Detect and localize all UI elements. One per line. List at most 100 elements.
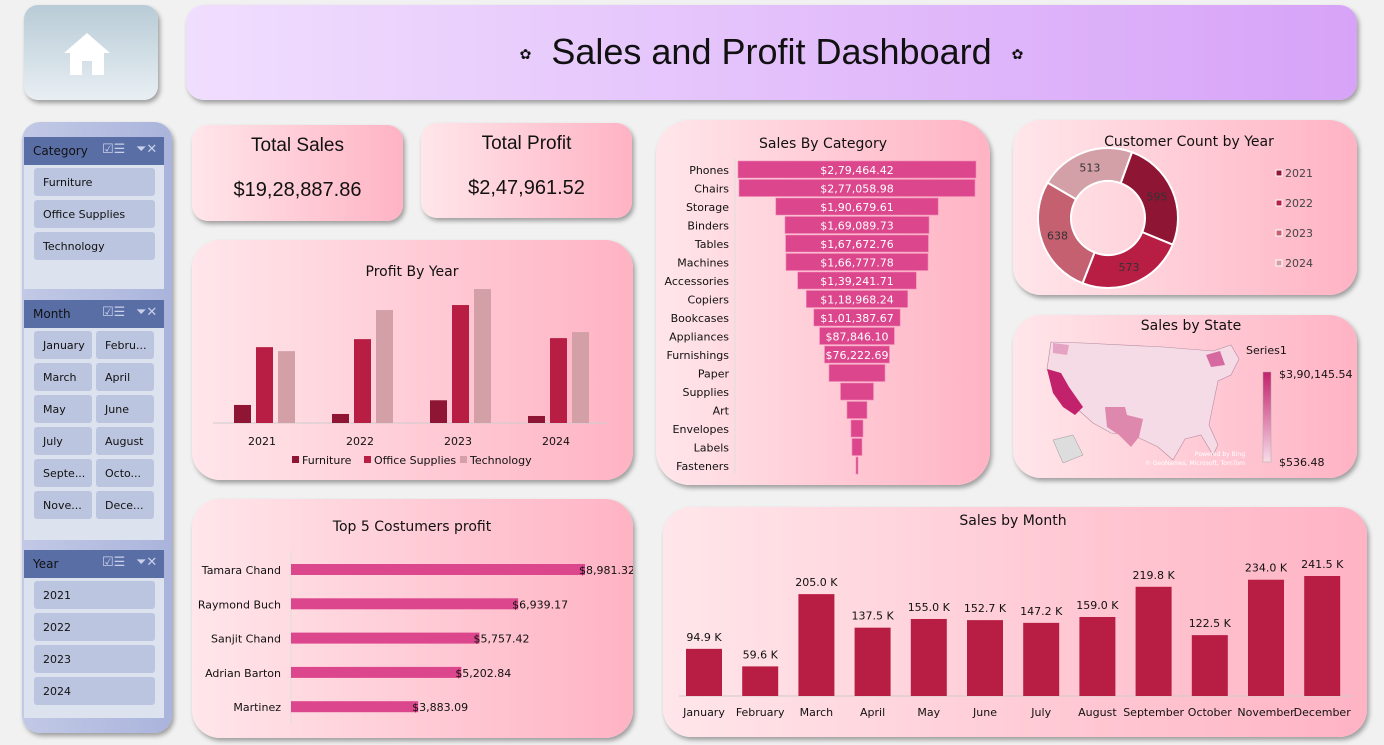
multi-select-icon[interactable]: ☑☰ <box>102 555 126 570</box>
data-label: $5,757.42 <box>473 633 529 646</box>
bar <box>1304 576 1341 696</box>
slicer-item[interactable]: Febru... <box>96 331 154 359</box>
y-tick-label: Tamara Chand <box>201 564 281 577</box>
profit-by-year-card: Profit By Year 2021 2022 2023 2024 Furniture O… <box>192 240 633 480</box>
legend-swatch <box>1275 169 1283 177</box>
slicer-title: Year <box>33 557 59 571</box>
donut-slice-2021 <box>1119 150 1179 246</box>
slicer-item[interactable]: Dece... <box>96 491 154 519</box>
title-banner: ✿ Sales and Profit Dashboard ✿ <box>186 5 1357 100</box>
data-label: $1,90,679.61 <box>820 201 893 214</box>
bar-furniture <box>430 400 447 423</box>
x-tick-label: February <box>736 706 785 719</box>
total-profit-card: Total Profit $2,47,961.52 <box>421 123 632 218</box>
sales-by-state-map: Sales by State Series1 $3,90,145.54 $536.48… <box>1046 318 1352 469</box>
slicer-item[interactable]: Septe... <box>34 459 92 487</box>
legend-swatch <box>460 456 467 463</box>
bar-furniture <box>234 404 251 423</box>
map-attribution: Powered by Bing <box>1195 451 1245 458</box>
bar-technology <box>278 351 295 423</box>
data-label: 155.0 K <box>908 601 951 614</box>
slicer-item[interactable]: Furniture <box>34 168 155 196</box>
funnel-bar <box>813 308 901 327</box>
multi-select-icon[interactable]: ☑☰ <box>102 142 126 157</box>
slicer-item[interactable]: January <box>34 331 92 359</box>
multi-select-icon[interactable]: ☑☰ <box>102 305 126 320</box>
home-button[interactable] <box>24 5 158 100</box>
funnel-bar <box>850 419 864 438</box>
slicer-item[interactable]: 2023 <box>34 645 155 673</box>
bar <box>1135 586 1172 696</box>
bar <box>291 666 462 678</box>
y-tick-label: Raymond Buch <box>198 598 281 611</box>
sales-by-state-card: Sales by State Series1 $3,90,145.54 $536.48… <box>1013 315 1357 478</box>
y-tick-label: Binders <box>687 220 729 233</box>
funnel-bar <box>775 197 939 216</box>
chart-title: Top 5 Costumers profit <box>332 519 492 535</box>
slicer-item[interactable]: Nove... <box>34 491 92 519</box>
clear-filter-icon[interactable]: ⏷✕ <box>136 305 158 320</box>
legend-swatch <box>1275 199 1283 207</box>
funnel-bar <box>785 253 929 271</box>
funnel-bar <box>840 382 874 401</box>
y-tick-label: Martinez <box>233 701 281 714</box>
legend-label: 2023 <box>1285 227 1313 240</box>
x-tick-label: 2023 <box>444 435 472 448</box>
x-tick-label: November <box>1237 706 1295 719</box>
data-label: 152.7 K <box>964 602 1007 615</box>
slicer-item[interactable]: August <box>96 427 154 455</box>
x-tick-label: October <box>1188 706 1232 719</box>
slicer-item[interactable]: Octo... <box>96 459 154 487</box>
data-label: 241.5 K <box>1301 558 1344 571</box>
sales-by-month-chart: Sales by Month 94.9 K January 59.6 K Februar… <box>679 513 1353 719</box>
total-sales-label: Total Sales <box>251 135 344 156</box>
slicer-item[interactable]: 2024 <box>34 677 155 705</box>
bar <box>291 598 519 610</box>
total-profit-value: $2,47,961.52 <box>468 177 585 199</box>
slicer-item[interactable]: May <box>34 395 92 423</box>
color-scale <box>1262 371 1272 463</box>
bar <box>967 620 1003 696</box>
slicer-month: Month ☑☰ ⏷✕ January Febru... March April May Jun… <box>24 300 164 540</box>
flower-icon: ✿ <box>519 45 532 62</box>
clear-filter-icon[interactable]: ⏷✕ <box>136 142 158 157</box>
y-tick-label: Sanjit Chand <box>211 633 281 646</box>
legend-label: 2024 <box>1285 257 1313 270</box>
slicer-item[interactable]: 2022 <box>34 613 155 641</box>
sales-by-category-chart: Sales By Category Phones $2,79,464.42 Chair… <box>665 136 977 475</box>
x-tick-label: 2021 <box>248 435 276 448</box>
slicer-item[interactable]: Office Supplies <box>34 200 155 228</box>
slicer-item[interactable]: April <box>96 363 154 391</box>
chart-title: Sales by Month <box>959 513 1066 529</box>
slicer-item[interactable]: June <box>96 395 154 423</box>
slicer-item[interactable]: 2021 <box>34 581 155 609</box>
bar-technology <box>376 310 393 423</box>
legend-label: 2022 <box>1285 197 1313 210</box>
data-label: $5,202.84 <box>455 667 511 680</box>
slicer-header: Category ☑☰ ⏷✕ <box>24 137 164 165</box>
y-tick-label: Adrian Barton <box>205 667 281 680</box>
bar <box>686 648 722 696</box>
slicer-year: Year ☑☰ ⏷✕ 2021 2022 2023 2024 <box>24 550 164 718</box>
bar <box>910 618 947 696</box>
data-label: 513 <box>1079 162 1100 175</box>
slicer-category: Category ☑☰ ⏷✕ Furniture Office Supplies Tech… <box>24 137 164 289</box>
data-label: $2,77,058.98 <box>820 183 893 196</box>
y-tick-label: Chairs <box>694 183 729 196</box>
slicer-title: Category <box>33 144 88 158</box>
slicer-title: Month <box>33 307 71 321</box>
slicer-item[interactable]: March <box>34 363 92 391</box>
funnel-bar <box>737 160 977 179</box>
data-label: 137.5 K <box>851 610 894 623</box>
clear-filter-icon[interactable]: ⏷✕ <box>136 555 158 570</box>
x-tick-label: June <box>972 706 997 719</box>
slicer-item[interactable]: July <box>34 427 92 455</box>
x-tick-label: August <box>1078 706 1117 719</box>
chart-title: Sales by State <box>1141 318 1241 334</box>
y-tick-label: Art <box>713 405 730 418</box>
bar-technology <box>474 289 491 423</box>
x-tick-label: July <box>1030 706 1051 719</box>
state-california <box>1047 369 1083 415</box>
data-label: 234.0 K <box>1245 562 1288 575</box>
slicer-item[interactable]: Technology <box>34 232 155 260</box>
